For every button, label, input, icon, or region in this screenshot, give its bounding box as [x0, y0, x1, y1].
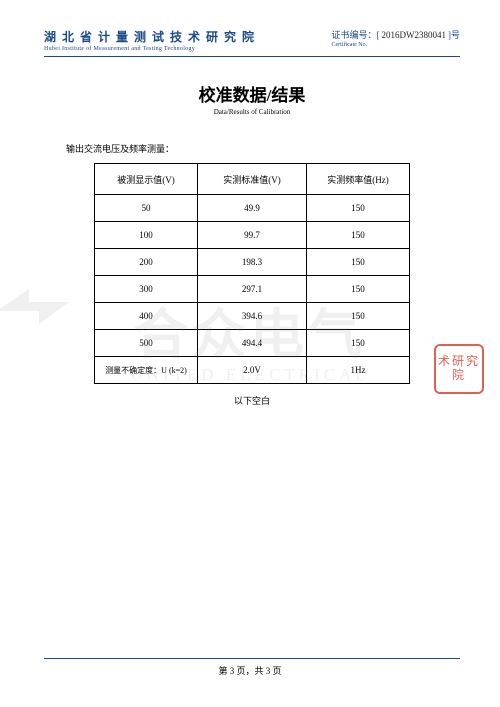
table-row: 10099.7150 — [95, 222, 410, 249]
stamp-text: 术研究院 — [438, 354, 480, 382]
table-cell: 494.4 — [198, 330, 307, 357]
calibration-table: 被测显示值(V) 实测标准值(V) 实测频率值(Hz) 5049.9150100… — [94, 163, 410, 384]
table-header-row: 被测显示值(V) 实测标准值(V) 实测频率值(Hz) — [95, 164, 410, 195]
table-cell: 150 — [307, 330, 410, 357]
table-cell: 297.1 — [198, 276, 307, 303]
table-row: 5049.9150 — [95, 195, 410, 222]
page-indicator: 第 3 页，共 3 页 — [0, 664, 500, 677]
cert-suffix: 号 — [451, 28, 460, 41]
red-stamp: 术研究院 — [434, 344, 484, 394]
blank-below-note: 以下空白 — [44, 394, 460, 407]
institute-block: 湖北省计量测试技术研究院 Hubei Institute of Measurem… — [44, 28, 260, 52]
table-cell: 394.6 — [198, 303, 307, 330]
document-header: 湖北省计量测试技术研究院 Hubei Institute of Measurem… — [44, 28, 460, 57]
table-row: 400394.6150 — [95, 303, 410, 330]
section-label: 输出交流电压及频率测量： — [66, 142, 460, 155]
cert-number: 2016DW2380041 — [381, 30, 446, 40]
table-cell: 99.7 — [198, 222, 307, 249]
table-cell: 100 — [95, 222, 198, 249]
cert-label-cn: 证书编号： — [331, 28, 376, 41]
col-header-displayed: 被测显示值(V) — [95, 164, 198, 195]
table-row: 500494.4150 — [95, 330, 410, 357]
table-cell: 50 — [95, 195, 198, 222]
table-row: 300297.1150 — [95, 276, 410, 303]
col-header-measured: 实测标准值(V) — [198, 164, 307, 195]
table-cell: 测量不确定度：U (k=2) — [95, 357, 198, 384]
table-cell: 150 — [307, 249, 410, 276]
table-cell: 400 — [95, 303, 198, 330]
table-cell: 150 — [307, 303, 410, 330]
title-cn: 校准数据/结果 — [44, 81, 460, 106]
bracket-open: [ — [376, 30, 379, 40]
table-cell: 49.9 — [198, 195, 307, 222]
institute-name-cn: 湖北省计量测试技术研究院 — [44, 28, 260, 45]
table-row: 200198.3150 — [95, 249, 410, 276]
certificate-block: 证书编号： [ 2016DW2380041 ] 号 Certificate No… — [331, 28, 460, 48]
cert-label-en: Certificate No. — [331, 42, 460, 48]
footer-rule — [44, 658, 460, 659]
col-header-frequency: 实测频率值(Hz) — [307, 164, 410, 195]
institute-name-en: Hubei Institute of Measurement and Testi… — [44, 46, 260, 52]
table-cell: 150 — [307, 195, 410, 222]
table-cell: 1Hz — [307, 357, 410, 384]
table-cell: 150 — [307, 276, 410, 303]
table-cell: 500 — [95, 330, 198, 357]
table-cell: 2.0V — [198, 357, 307, 384]
table-cell: 198.3 — [198, 249, 307, 276]
table-cell: 300 — [95, 276, 198, 303]
table-cell: 150 — [307, 222, 410, 249]
table-cell: 200 — [95, 249, 198, 276]
title-en: Data/Results of Calibration — [44, 108, 460, 116]
watermark-icon — [0, 274, 74, 349]
title-block: 校准数据/结果 Data/Results of Calibration — [44, 81, 460, 116]
table-row: 测量不确定度：U (k=2)2.0V1Hz — [95, 357, 410, 384]
